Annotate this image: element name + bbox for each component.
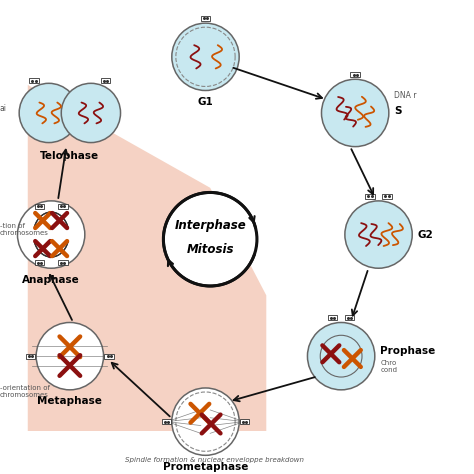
Bar — [345, 315, 354, 320]
Text: Mitosis: Mitosis — [186, 243, 234, 256]
Bar — [58, 204, 67, 209]
Text: -tion of
chromosomes: -tion of chromosomes — [0, 223, 48, 237]
Circle shape — [61, 83, 120, 143]
Bar — [201, 16, 210, 21]
Text: Anaphase: Anaphase — [22, 275, 80, 285]
Circle shape — [19, 83, 78, 143]
Text: S: S — [394, 106, 402, 116]
Text: DNA r: DNA r — [394, 91, 417, 100]
Text: Prophase: Prophase — [381, 346, 436, 356]
Text: Telophase: Telophase — [40, 151, 100, 161]
Bar — [350, 72, 360, 77]
Text: Interphase: Interphase — [174, 219, 246, 232]
Bar — [365, 194, 375, 199]
Circle shape — [308, 322, 375, 390]
Text: G2: G2 — [418, 229, 434, 239]
Bar — [101, 78, 110, 83]
Text: Chro
cond: Chro cond — [381, 360, 397, 373]
Circle shape — [172, 388, 239, 456]
Circle shape — [172, 23, 239, 91]
Text: Metaphase: Metaphase — [37, 396, 102, 406]
Circle shape — [345, 201, 412, 268]
Bar — [29, 78, 39, 83]
Text: G1: G1 — [198, 97, 213, 107]
Bar — [240, 419, 249, 424]
Bar — [35, 260, 44, 265]
Circle shape — [321, 79, 389, 146]
Bar — [35, 204, 44, 209]
Text: Prometaphase: Prometaphase — [163, 462, 248, 472]
Bar — [328, 315, 337, 320]
Bar — [104, 354, 114, 359]
Bar — [26, 354, 35, 359]
Text: Spindle formation & nuclear enveloppe breakdown: Spindle formation & nuclear enveloppe br… — [125, 457, 304, 463]
Circle shape — [320, 335, 362, 377]
Bar — [58, 260, 67, 265]
Circle shape — [164, 192, 257, 286]
Circle shape — [18, 201, 85, 268]
Bar — [383, 194, 392, 199]
Bar — [162, 419, 171, 424]
Text: ai: ai — [0, 104, 7, 113]
Polygon shape — [28, 85, 266, 431]
Circle shape — [36, 322, 103, 390]
Text: -orientation of
chromosomes: -orientation of chromosomes — [0, 385, 50, 398]
